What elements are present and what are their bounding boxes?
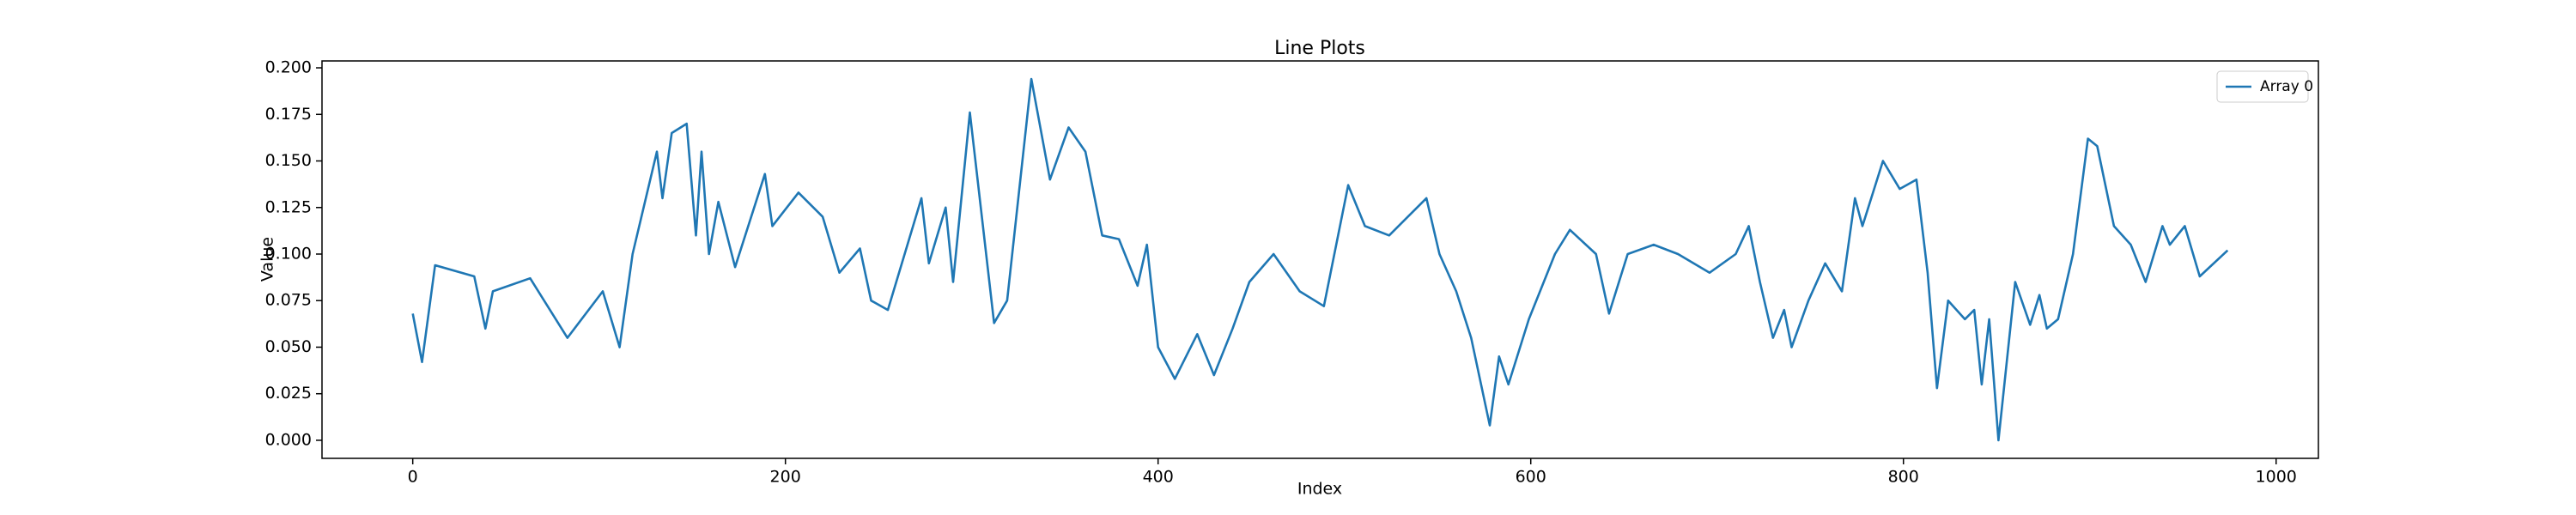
y-axis-label: Value (258, 237, 277, 282)
x-tick-label: 0 (408, 468, 418, 487)
chart-title: Line Plots (1274, 38, 1365, 59)
x-tick-label: 400 (1143, 468, 1174, 487)
plot-frame (321, 60, 2319, 459)
y-tick-label: 0.175 (265, 105, 312, 124)
y-tick-label: 0.150 (265, 151, 312, 170)
x-tick-label: 200 (770, 468, 801, 487)
x-tick-label: 1000 (2256, 468, 2297, 487)
x-tick-label: 600 (1516, 468, 1546, 487)
x-tick-label: 800 (1888, 468, 1919, 487)
data-line (411, 77, 2229, 442)
y-tick-label: 0.200 (265, 58, 312, 77)
y-tick-label: 0.075 (265, 291, 312, 310)
y-tick-label: 0.025 (265, 384, 312, 403)
legend-label: Array 0 (2260, 78, 2313, 95)
y-tick-label: 0.100 (265, 244, 312, 263)
x-axis-label: Index (1297, 480, 1342, 499)
legend-box (2216, 70, 2309, 103)
y-tick-label: 0.125 (265, 197, 312, 216)
y-tick-label: 0.000 (265, 430, 312, 449)
y-tick-label: 0.050 (265, 337, 312, 356)
